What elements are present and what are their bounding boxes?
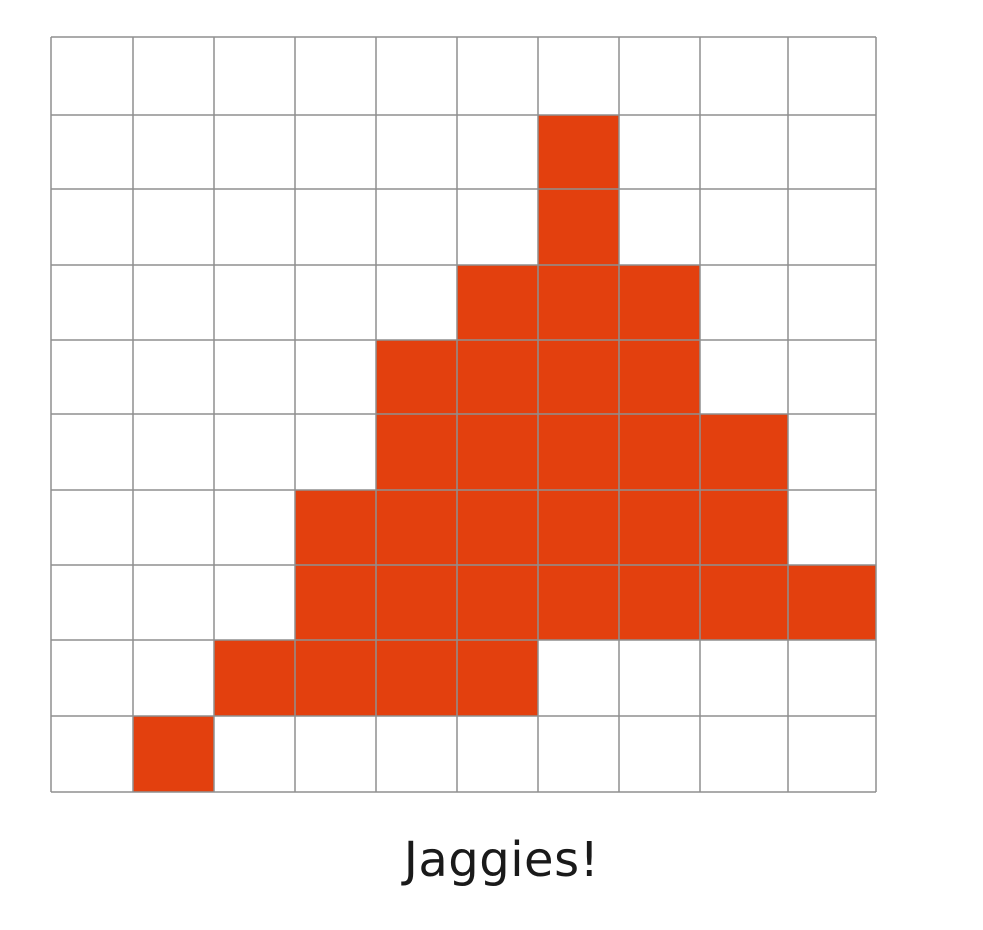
filled-cell	[700, 565, 788, 640]
filled-cell	[457, 340, 538, 414]
filled-cell	[214, 640, 295, 716]
filled-cell	[700, 414, 788, 490]
filled-cell	[376, 414, 457, 490]
filled-cell	[538, 565, 619, 640]
filled-cell	[619, 414, 700, 490]
filled-cells	[133, 115, 876, 792]
filled-cell	[457, 640, 538, 716]
filled-cell	[538, 189, 619, 265]
grid-lines	[50, 36, 877, 793]
filled-cell	[457, 265, 538, 340]
filled-cell	[619, 490, 700, 565]
filled-cell	[376, 640, 457, 716]
filled-cell	[376, 565, 457, 640]
filled-cell	[295, 490, 376, 565]
filled-cell	[538, 115, 619, 189]
filled-cell	[538, 490, 619, 565]
filled-cell	[295, 565, 376, 640]
filled-cell	[457, 414, 538, 490]
pixel-grid-figure	[50, 36, 877, 793]
filled-cell	[457, 565, 538, 640]
filled-cell	[788, 565, 876, 640]
filled-cell	[619, 340, 700, 414]
filled-cell	[619, 265, 700, 340]
filled-cell	[538, 414, 619, 490]
filled-cell	[538, 340, 619, 414]
filled-cell	[133, 716, 214, 792]
filled-cell	[700, 490, 788, 565]
filled-cell	[295, 640, 376, 716]
filled-cell	[457, 490, 538, 565]
filled-cell	[376, 490, 457, 565]
filled-cell	[376, 340, 457, 414]
filled-cell	[538, 265, 619, 340]
caption: Jaggies!	[403, 832, 600, 888]
filled-cell	[619, 565, 700, 640]
